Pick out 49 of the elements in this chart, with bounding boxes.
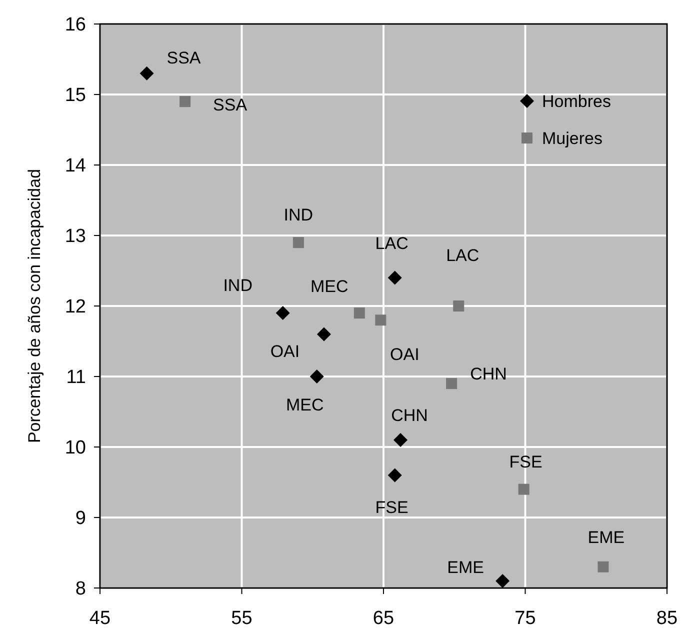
point (388, 468, 402, 482)
y-tick-label: 10 (64, 438, 86, 459)
y-tick-label: 8 (75, 578, 86, 600)
point (518, 484, 530, 495)
point (453, 300, 464, 312)
point (496, 574, 510, 588)
x-tick-label: 75 (514, 608, 536, 629)
y-tick-label: 15 (64, 85, 86, 106)
annotation: OAI (390, 345, 420, 364)
y-tick-label: 12 (64, 296, 86, 318)
x-tick-label: 65 (372, 608, 394, 629)
annotation: FSE (375, 498, 408, 518)
point (598, 561, 609, 572)
x-tick-label: 45 (89, 608, 111, 629)
point (394, 432, 408, 447)
point (375, 314, 386, 326)
annotation: SSA (213, 96, 248, 114)
annotation: IND (223, 276, 252, 295)
y-tick-label: 16 (64, 14, 86, 36)
annotation: IND (284, 206, 314, 224)
annotation: EME (588, 528, 625, 547)
point (180, 96, 191, 108)
annotation: MEC (286, 395, 324, 414)
x-tick-label: 55 (231, 608, 252, 629)
y-tick-label: 13 (64, 226, 86, 248)
y-tick-label: 11 (66, 367, 86, 388)
annotation: SSA (166, 48, 202, 68)
annotation: EME (447, 558, 484, 577)
legend-label: Hombres (542, 92, 611, 111)
annotation: CHN (470, 364, 507, 384)
x-tick-label: 85 (656, 608, 678, 629)
point (140, 66, 154, 80)
point (446, 378, 458, 390)
y-tick-label: 14 (64, 156, 86, 177)
y-axis-title: Porcentaje de años con incapacidad (25, 168, 44, 444)
annotation: OAI (270, 342, 300, 362)
point (388, 270, 402, 285)
point (276, 306, 290, 320)
annotation: LAC (446, 246, 480, 265)
legend-label: Mujeres (542, 128, 602, 148)
annotation: MEC (310, 277, 348, 296)
y-tick-label: 9 (75, 508, 86, 530)
annotation: LAC (375, 234, 408, 253)
point (310, 370, 324, 384)
annotation: CHN (391, 406, 428, 425)
point (292, 237, 304, 248)
point (354, 308, 365, 319)
annotation: FSE (509, 452, 542, 472)
point (316, 327, 331, 342)
